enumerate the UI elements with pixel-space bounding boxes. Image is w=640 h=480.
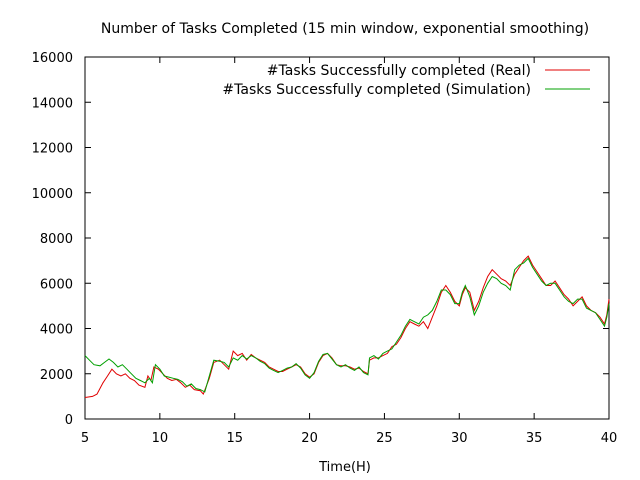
series-line-real <box>84 255 610 398</box>
y-tick-label: 14000 <box>32 96 73 111</box>
x-tick-label: 30 <box>451 431 468 446</box>
y-tick-label: 0 <box>65 413 73 428</box>
y-tick-label: 12000 <box>32 142 73 157</box>
x-axis-label: Time(H) <box>318 460 371 475</box>
y-tick-label: 4000 <box>40 323 73 338</box>
x-tick-label: 5 <box>81 431 89 446</box>
plot-frame <box>84 56 610 420</box>
legend: #Tasks Successfully completed (Real) #Tas… <box>222 63 590 98</box>
x-tick-label: 15 <box>226 431 243 446</box>
legend-label: #Tasks Successfully completed (Real) <box>267 63 531 79</box>
y-tick-label: 6000 <box>40 277 73 292</box>
x-tick-label: 25 <box>376 431 393 446</box>
legend-label: #Tasks Successfully completed (Simulatio… <box>222 82 531 98</box>
x-tick-label: 35 <box>526 431 543 446</box>
chart-title: Number of Tasks Completed (15 min window… <box>101 21 589 37</box>
x-tick-label: 20 <box>301 431 318 446</box>
x-tick-label: 10 <box>152 431 169 446</box>
y-tick-label: 16000 <box>32 51 73 66</box>
y-tick-label: 10000 <box>32 187 73 202</box>
plot-area: 0 2000 4000 6000 8000 10000 12000 14000 16000 5 10… <box>32 51 618 446</box>
y-tick-label: 8000 <box>40 232 73 247</box>
x-tick-label: 40 <box>601 431 618 446</box>
series-line-simulation <box>84 257 610 393</box>
y-tick-label: 2000 <box>40 368 73 383</box>
series-layer <box>84 255 610 398</box>
